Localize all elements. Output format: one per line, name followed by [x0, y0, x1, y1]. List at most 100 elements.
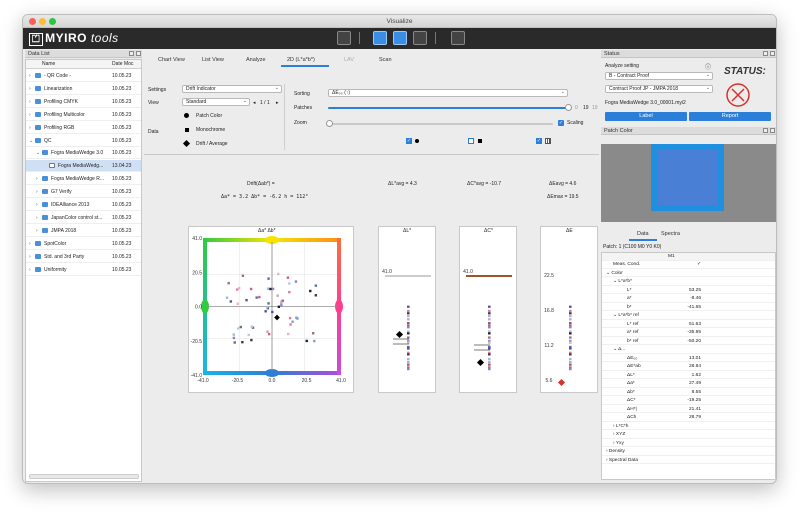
- data-grid-row[interactable]: › Spectral Data: [602, 457, 775, 464]
- zoom-window-button[interactable]: [49, 18, 56, 25]
- close-window-button[interactable]: [29, 18, 36, 25]
- show-grid-checkbox[interactable]: ✓: [536, 138, 542, 144]
- tree-row[interactable]: › IDEAlliance 2013 10.05.23: [26, 199, 141, 211]
- tree-row[interactable]: › Fogra MediaWedge R... 10.05.23: [26, 173, 141, 186]
- ab-chart-svg[interactable]: -41.0 -20.5 0.0 20.5 41.0 41.0 20.5 0.0 -20.5 -41…: [189, 227, 355, 394]
- dl-chart-svg[interactable]: 41.0-41.0: [379, 227, 437, 394]
- tab-chart-view[interactable]: Chart View: [158, 57, 185, 63]
- chevron-right-icon[interactable]: ›: [36, 202, 38, 208]
- chevron-right-icon[interactable]: ›: [29, 73, 31, 79]
- data-grid-row[interactable]: ⌄ Color: [602, 270, 775, 277]
- patches-slider[interactable]: [328, 107, 568, 109]
- tree-row[interactable]: ⌄ QC 10.05.23: [26, 135, 141, 147]
- data-grid-row[interactable]: a* ref -35.95: [602, 329, 775, 337]
- chevron-right-icon[interactable]: ›: [36, 176, 38, 183]
- tree-row[interactable]: › SpotColor 10.05.23: [26, 238, 141, 250]
- chevron-right-icon[interactable]: ›: [29, 124, 31, 131]
- tree-row[interactable]: › Linearization 10.05.23: [26, 83, 141, 95]
- chevron-down-icon[interactable]: ⌄: [29, 137, 34, 144]
- tree-row[interactable]: › Uniformity 10.05.23: [26, 264, 141, 276]
- data-grid-row[interactable]: ⌄ L*a*b* ref: [602, 312, 775, 320]
- measure-tool-icon[interactable]: [337, 31, 351, 45]
- tab-2d-lab[interactable]: 2D (L*a*b*): [287, 57, 315, 63]
- visualize-tool-icon[interactable]: [373, 31, 387, 45]
- data-grid-row[interactable]: › Yxy: [602, 440, 775, 447]
- tree-row[interactable]: › Profiling Multicolor 10.05.23: [26, 109, 141, 121]
- de-chart-svg[interactable]: 22.516.811.25.60.0: [541, 227, 599, 394]
- view-select[interactable]: Standard: [182, 98, 250, 106]
- sorting-select[interactable]: ΔE₀₀ (↑): [328, 89, 568, 97]
- analyze-setting-select[interactable]: B - Contract Proof: [605, 72, 713, 80]
- chevron-down-icon[interactable]: ⌄: [36, 150, 41, 157]
- scaling-checkbox[interactable]: ✓: [558, 120, 564, 126]
- data-grid-row[interactable]: ⌄ L*a*b*: [602, 278, 775, 286]
- tree-row[interactable]: › G7 Verify 10.05.23: [26, 186, 141, 199]
- monochrome-radio[interactable]: [185, 128, 189, 132]
- data-grid-row[interactable]: ΔCh 28.79: [602, 414, 775, 422]
- panel-float-icon[interactable]: [763, 51, 768, 56]
- tab-spectra[interactable]: Spectra: [661, 231, 680, 237]
- curve-tool-icon[interactable]: [413, 31, 427, 45]
- zoom-slider-handle[interactable]: [326, 120, 333, 127]
- chevron-right-icon[interactable]: ›: [29, 266, 31, 273]
- tab-lav[interactable]: LAV: [344, 57, 354, 63]
- data-grid-row[interactable]: Δb* 8.55: [602, 389, 775, 396]
- show-dots-checkbox[interactable]: ✓: [406, 138, 412, 144]
- chevron-right-icon[interactable]: ›: [29, 98, 31, 105]
- dc-chart-svg[interactable]: 41.0-41.0: [460, 227, 518, 394]
- chevron-right-icon[interactable]: ›: [29, 240, 31, 247]
- info-icon[interactable]: ⓘ: [705, 65, 712, 71]
- data-grid-row[interactable]: L* ref 51.63: [602, 321, 775, 328]
- chevron-right-icon[interactable]: ›: [36, 214, 38, 221]
- data-grid-row[interactable]: L* 53.25: [602, 287, 775, 294]
- data-grid-row[interactable]: › XYZ: [602, 431, 775, 439]
- data-grid-row[interactable]: ΔE*ab 28.84: [602, 363, 775, 371]
- patch-color-radio[interactable]: [184, 113, 189, 118]
- export-tool-icon[interactable]: [451, 31, 465, 45]
- tree-row[interactable]: ⌄ Fogra MediaWedge 3.0 10.05.23: [26, 147, 141, 160]
- data-grid-row[interactable]: Δa* 27.49: [602, 380, 775, 388]
- tree-row[interactable]: › Std. and 3rd Party 10.05.23: [26, 251, 141, 263]
- tab-list-view[interactable]: List View: [202, 57, 224, 63]
- tree-row[interactable]: › Profiling RGB 10.05.23: [26, 122, 141, 134]
- minimize-window-button[interactable]: [39, 18, 46, 25]
- data-grid-row[interactable]: ΔE₀₀ 13.01: [602, 355, 775, 362]
- settings-select[interactable]: Drift Indicator: [182, 85, 282, 93]
- col-date-header[interactable]: Date Moc: [112, 61, 134, 67]
- zoom-slider[interactable]: [328, 123, 553, 125]
- tab-data[interactable]: Data: [637, 231, 649, 237]
- data-grid-row[interactable]: ΔL* 1.62: [602, 372, 775, 379]
- report-button[interactable]: Report: [689, 112, 771, 121]
- show-square-checkbox[interactable]: [468, 138, 474, 144]
- panel-close-icon[interactable]: [770, 128, 775, 133]
- col-name-header[interactable]: Name: [42, 61, 56, 67]
- pager-prev-button[interactable]: ◂: [253, 100, 256, 106]
- patches-slider-handle[interactable]: [565, 104, 572, 111]
- data-grid-row[interactable]: ΔH*| 21.41: [602, 406, 775, 413]
- data-grid-row[interactable]: ⌄ Δ...: [602, 346, 775, 354]
- data-grid-row[interactable]: › L*C*h: [602, 423, 775, 430]
- proof-standard-select[interactable]: Contract Proof JP - JMPA 2018: [605, 85, 713, 93]
- panel-close-icon[interactable]: [770, 51, 775, 56]
- tree-row[interactable]: › - QR Code - 10.05.23: [26, 70, 141, 82]
- data-grid-row[interactable]: a* -8.46: [602, 295, 775, 303]
- data-grid-row[interactable]: b* ref -50.20: [602, 338, 775, 345]
- panel-close-icon[interactable]: [136, 51, 141, 56]
- horizontal-scrollbar[interactable]: [29, 474, 139, 479]
- label-button[interactable]: Label: [605, 112, 687, 121]
- tab-analyze[interactable]: Analyze: [246, 57, 266, 63]
- pager-next-button[interactable]: ▸: [276, 100, 279, 106]
- chevron-right-icon[interactable]: ›: [36, 227, 38, 234]
- panel-float-icon[interactable]: [763, 128, 768, 133]
- tree-row[interactable]: › Profiling CMYK 10.05.23: [26, 96, 141, 108]
- data-grid-row[interactable]: Meas. Cond. ✓: [602, 261, 775, 269]
- tree-row[interactable]: Fogra MediaWedg... 13.04.23: [26, 160, 141, 173]
- drift-average-radio[interactable]: [182, 139, 191, 148]
- tree-row[interactable]: › JapanColor control st... 10.05.23: [26, 212, 141, 224]
- chevron-right-icon[interactable]: ›: [29, 111, 31, 118]
- data-grid-row[interactable]: ΔC* -19.25: [602, 397, 775, 405]
- chevron-right-icon[interactable]: ›: [29, 253, 31, 260]
- tab-scan[interactable]: Scan: [379, 57, 392, 63]
- chevron-right-icon[interactable]: ›: [36, 189, 38, 196]
- panel-float-icon[interactable]: [129, 51, 134, 56]
